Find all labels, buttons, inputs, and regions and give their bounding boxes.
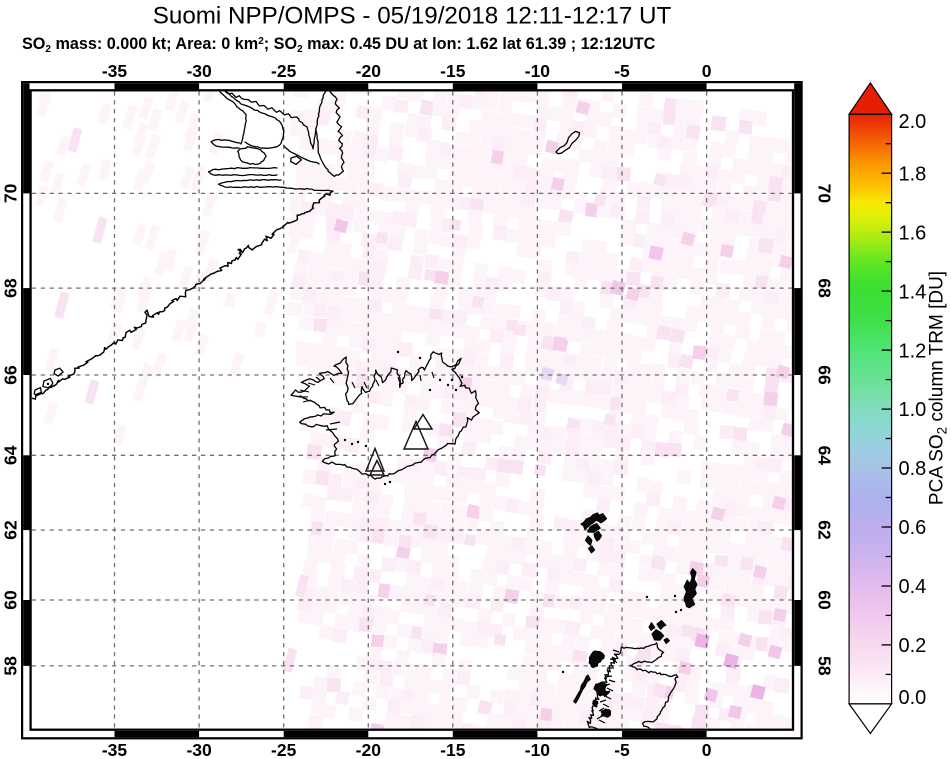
svg-text:60: 60 [1, 590, 21, 610]
svg-text:-10: -10 [525, 740, 551, 759]
svg-text:-20: -20 [356, 740, 382, 759]
svg-text:60: 60 [815, 590, 835, 610]
svg-text:-35: -35 [102, 740, 128, 759]
svg-text:66: 66 [1, 365, 21, 385]
svg-text:-30: -30 [186, 740, 212, 759]
svg-text:-25: -25 [271, 61, 297, 81]
svg-text:SO2 mass: 0.000 kt; Area: 0 km: SO2 mass: 0.000 kt; Area: 0 km2; SO2 max… [22, 35, 656, 55]
svg-text:0.2: 0.2 [899, 635, 927, 657]
svg-text:64: 64 [1, 445, 21, 465]
svg-text:70: 70 [1, 183, 21, 203]
svg-text:1.2: 1.2 [899, 340, 927, 362]
svg-text:-5: -5 [614, 61, 630, 81]
svg-text:Suomi NPP/OMPS - 05/19/2018 12: Suomi NPP/OMPS - 05/19/2018 12:11-12:17 … [153, 3, 672, 30]
svg-text:62: 62 [815, 520, 835, 540]
svg-text:-5: -5 [614, 740, 630, 759]
svg-text:0: 0 [702, 61, 712, 81]
svg-text:-10: -10 [525, 61, 551, 81]
svg-text:-30: -30 [186, 61, 212, 81]
svg-text:2.0: 2.0 [899, 111, 927, 133]
svg-text:PCA SO2 column TRM [DU]: PCA SO2 column TRM [DU] [927, 271, 950, 505]
svg-text:0: 0 [702, 740, 712, 759]
svg-text:-15: -15 [440, 61, 466, 81]
svg-text:1.0: 1.0 [899, 399, 927, 421]
svg-text:64: 64 [815, 446, 835, 466]
svg-text:-15: -15 [440, 740, 466, 759]
svg-text:0.4: 0.4 [899, 576, 927, 598]
svg-text:-25: -25 [271, 740, 297, 759]
svg-text:66: 66 [815, 365, 835, 385]
svg-text:68: 68 [815, 278, 835, 298]
svg-text:58: 58 [815, 656, 835, 676]
svg-text:-35: -35 [102, 61, 128, 81]
svg-text:0.6: 0.6 [899, 517, 927, 539]
svg-text:0.0: 0.0 [899, 687, 927, 709]
svg-text:-20: -20 [356, 61, 382, 81]
svg-text:1.4: 1.4 [899, 281, 927, 303]
svg-text:58: 58 [1, 656, 21, 676]
svg-text:1.8: 1.8 [899, 163, 927, 185]
svg-text:62: 62 [1, 520, 21, 540]
svg-text:68: 68 [1, 278, 21, 298]
svg-text:70: 70 [815, 184, 835, 204]
svg-text:1.6: 1.6 [899, 222, 927, 244]
svg-text:0.8: 0.8 [899, 458, 927, 480]
